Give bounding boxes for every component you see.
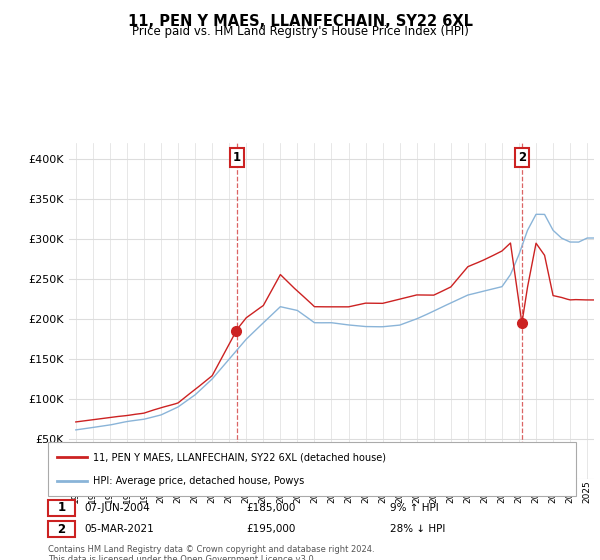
Text: 1: 1 — [233, 151, 241, 165]
Text: 07-JUN-2004: 07-JUN-2004 — [84, 503, 150, 513]
Text: 11, PEN Y MAES, LLANFECHAIN, SY22 6XL (detached house): 11, PEN Y MAES, LLANFECHAIN, SY22 6XL (d… — [93, 452, 386, 463]
Text: Price paid vs. HM Land Registry's House Price Index (HPI): Price paid vs. HM Land Registry's House … — [131, 25, 469, 38]
Text: 28% ↓ HPI: 28% ↓ HPI — [390, 524, 445, 534]
Text: 9% ↑ HPI: 9% ↑ HPI — [390, 503, 439, 513]
Text: 2: 2 — [518, 151, 526, 165]
Text: 1: 1 — [58, 501, 65, 515]
Text: £185,000: £185,000 — [246, 503, 295, 513]
Text: 11, PEN Y MAES, LLANFECHAIN, SY22 6XL: 11, PEN Y MAES, LLANFECHAIN, SY22 6XL — [128, 14, 473, 29]
Text: Contains HM Land Registry data © Crown copyright and database right 2024.: Contains HM Land Registry data © Crown c… — [48, 545, 374, 554]
Text: 05-MAR-2021: 05-MAR-2021 — [84, 524, 154, 534]
Text: HPI: Average price, detached house, Powys: HPI: Average price, detached house, Powy… — [93, 475, 304, 486]
Text: £195,000: £195,000 — [246, 524, 295, 534]
Text: 2: 2 — [58, 522, 65, 536]
Text: This data is licensed under the Open Government Licence v3.0.: This data is licensed under the Open Gov… — [48, 555, 316, 560]
